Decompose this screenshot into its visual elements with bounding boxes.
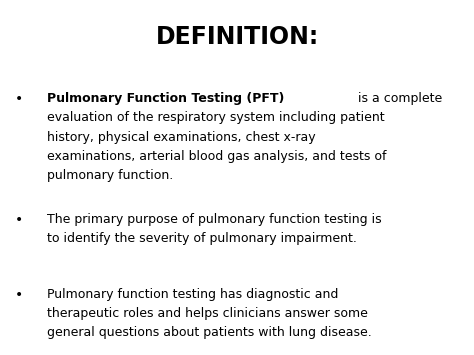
- Text: DEFINITION:: DEFINITION:: [155, 25, 319, 49]
- Text: to identify the severity of pulmonary impairment.: to identify the severity of pulmonary im…: [47, 232, 357, 245]
- Text: general questions about patients with lung disease.: general questions about patients with lu…: [47, 326, 372, 339]
- Text: examinations, arterial blood gas analysis, and tests of: examinations, arterial blood gas analysi…: [47, 150, 387, 163]
- Text: •: •: [15, 92, 23, 106]
- Text: history, physical examinations, chest x-ray: history, physical examinations, chest x-…: [47, 131, 316, 144]
- Text: The primary purpose of pulmonary function testing is: The primary purpose of pulmonary functio…: [47, 213, 382, 226]
- Text: evaluation of the respiratory system including patient: evaluation of the respiratory system inc…: [47, 111, 385, 125]
- Text: •: •: [15, 288, 23, 301]
- Text: •: •: [15, 213, 23, 227]
- Text: therapeutic roles and helps clinicians answer some: therapeutic roles and helps clinicians a…: [47, 307, 368, 320]
- Text: Pulmonary function testing has diagnostic and: Pulmonary function testing has diagnosti…: [47, 288, 339, 301]
- Text: is a complete: is a complete: [354, 92, 442, 105]
- Text: Pulmonary Function Testing (PFT): Pulmonary Function Testing (PFT): [47, 92, 285, 105]
- Text: pulmonary function.: pulmonary function.: [47, 169, 173, 182]
